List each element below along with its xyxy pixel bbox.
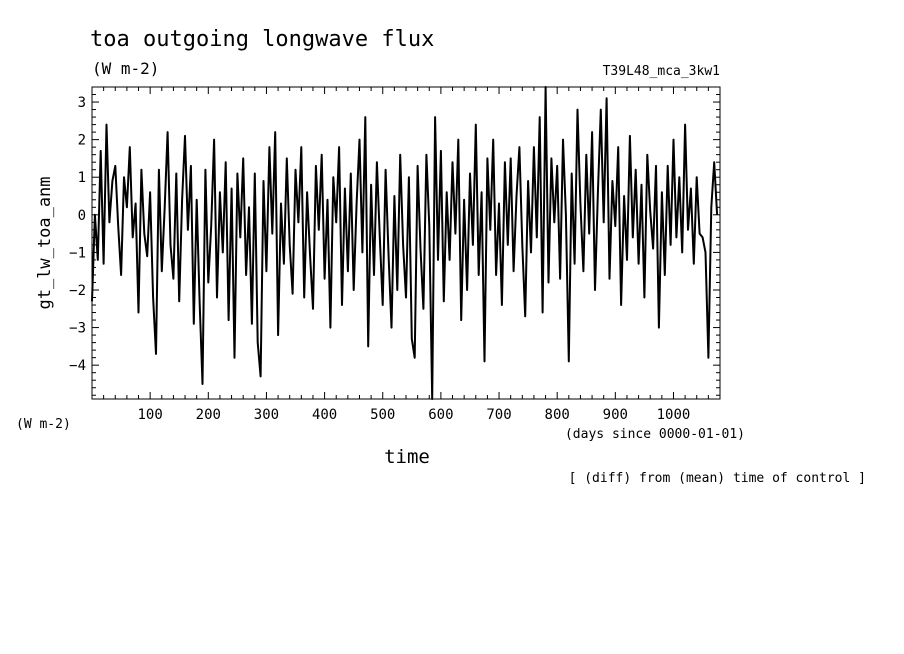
y-tick-label: 0 [78, 208, 86, 224]
y-axis-units: (W m-2) [16, 417, 71, 432]
x-axis-units: (days since 0000-01-01) [565, 427, 745, 442]
run-label: T39L48_mca_3kw1 [603, 64, 720, 79]
x-tick-label: 300 [254, 407, 279, 423]
y-tick-label: −3 [69, 321, 86, 337]
x-axis-label: time [384, 446, 430, 468]
x-tick-label: 500 [370, 407, 395, 423]
x-tick-label: 800 [545, 407, 570, 423]
axis-layer: 100 200 300 400 500 600 700 800 900 1000 3 2 1 0 −1 −2 −… [69, 86, 721, 423]
y-tick-label: −4 [69, 358, 86, 374]
x-tick-label: 600 [428, 407, 453, 423]
x-tick-label: 1000 [657, 407, 691, 423]
plot-frame [91, 86, 721, 400]
y-axis-label: gt_lw_toa_anm [35, 176, 55, 309]
x-tick-label: 900 [603, 407, 628, 423]
chart-title: toa outgoing longwave flux [90, 27, 434, 52]
y-tick-label: −1 [69, 245, 86, 261]
title-units: (W m-2) [92, 59, 159, 78]
y-tick-label: 3 [78, 95, 86, 111]
x-tick-label: 700 [486, 407, 511, 423]
comparison-note: [ (diff) from (mean) time of control ] [569, 471, 866, 486]
x-tick-label: 100 [137, 407, 162, 423]
x-tick-label: 200 [196, 407, 221, 423]
y-tick-label: 1 [78, 170, 86, 186]
y-tick-label: 2 [78, 133, 86, 149]
series-line-0 [91, 86, 719, 400]
x-tick-label: 400 [312, 407, 337, 423]
y-tick-label: −2 [69, 283, 86, 299]
series-layer [91, 86, 719, 400]
